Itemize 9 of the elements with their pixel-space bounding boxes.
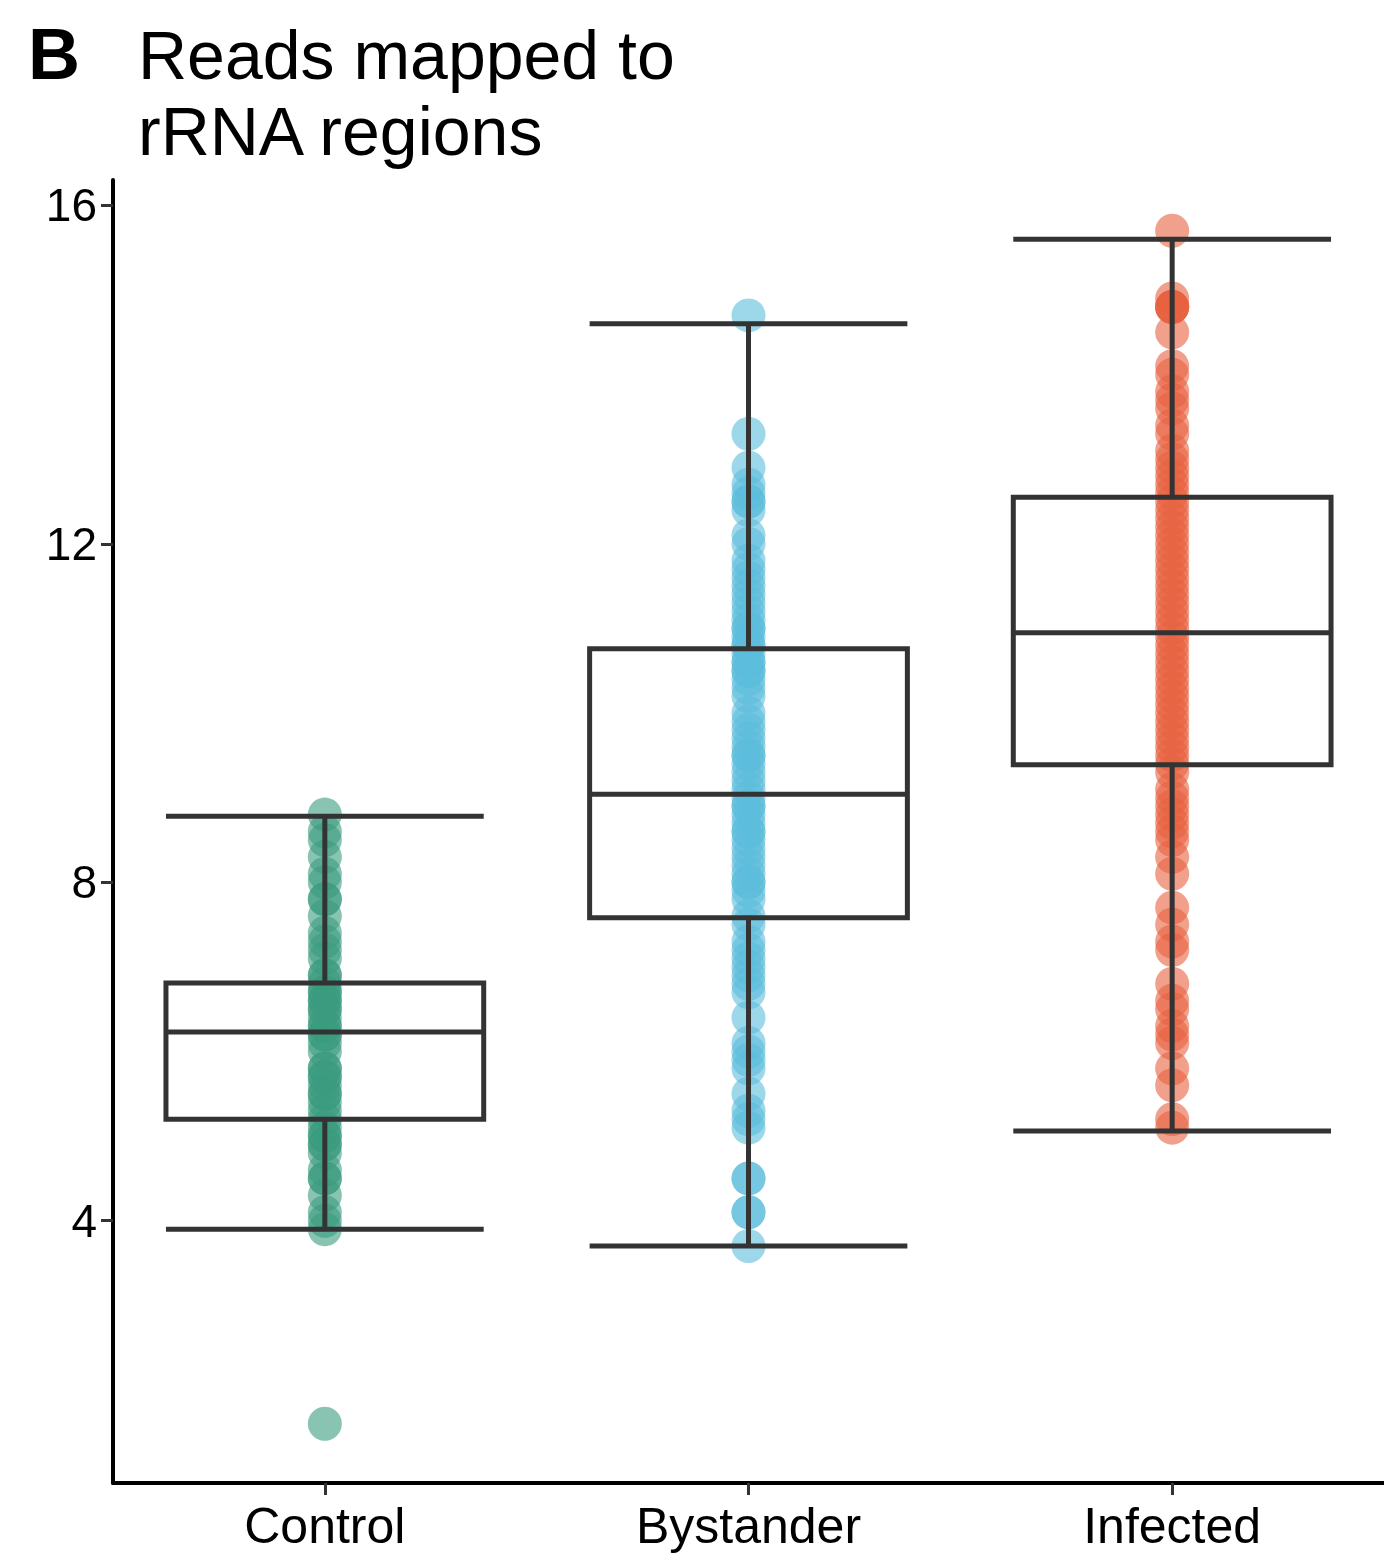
text: B <box>28 14 80 94</box>
x-tick-label: Infected <box>1083 1498 1262 1554</box>
chart-title: Reads mapped to rRNA regions <box>138 17 694 169</box>
y-tick-label: 4 <box>71 1194 97 1247</box>
y-tick-label: 16 <box>45 179 97 232</box>
y-tick-label: 8 <box>71 856 97 909</box>
x-tick-label: Bystander <box>635 1498 862 1554</box>
x-tick-label: Control <box>244 1498 406 1554</box>
y-tick-label: 12 <box>45 517 97 570</box>
